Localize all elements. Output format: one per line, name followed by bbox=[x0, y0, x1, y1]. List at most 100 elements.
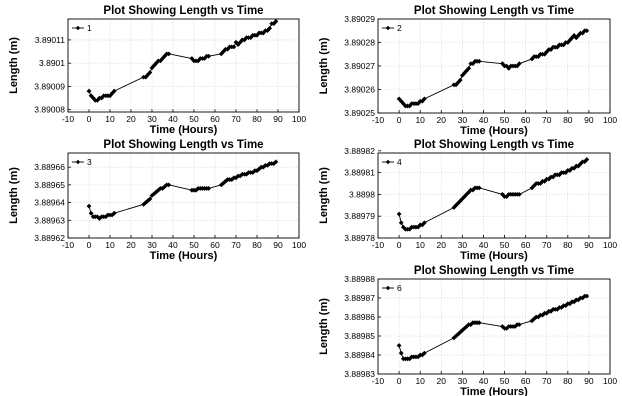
x-tick-label: 60 bbox=[521, 115, 531, 125]
data-point bbox=[476, 58, 482, 64]
data-point bbox=[143, 200, 149, 205]
data-point bbox=[476, 320, 482, 326]
chart-panel-2: Plot Showing Length vs Time -10 0 10 20 30 40 5… bbox=[318, 5, 617, 137]
x-tick-label: 10 bbox=[105, 114, 115, 124]
x-tick-label: 0 bbox=[87, 114, 92, 124]
legend-label: 6 bbox=[397, 283, 402, 293]
data-point bbox=[160, 186, 165, 191]
data-point bbox=[422, 350, 427, 356]
legend: 6 bbox=[382, 283, 402, 293]
x-axis-label: Time (Hours) bbox=[460, 125, 528, 137]
x-tick-label: 50 bbox=[500, 115, 510, 125]
x-tick-label: 50 bbox=[500, 376, 510, 386]
y-tick-label: 3.88982 bbox=[344, 146, 375, 156]
x-tick-label: 80 bbox=[563, 376, 573, 386]
x-tick-label: 20 bbox=[126, 114, 136, 124]
x-tick-label: 30 bbox=[458, 376, 468, 386]
data-point bbox=[455, 80, 461, 85]
legend-marker bbox=[385, 25, 391, 31]
y-tick-label: 3.88985 bbox=[344, 331, 375, 341]
x-tick-label: 40 bbox=[168, 240, 178, 250]
data-point bbox=[476, 185, 482, 191]
y-axis-label: Length (m) bbox=[318, 298, 330, 355]
data-point bbox=[516, 322, 522, 327]
data-point bbox=[141, 201, 146, 207]
data-point bbox=[265, 28, 270, 34]
data-point bbox=[273, 159, 279, 165]
x-tick-label: 30 bbox=[458, 115, 468, 125]
plot-frame bbox=[67, 152, 300, 239]
y-axis-label: Length (m) bbox=[8, 167, 20, 224]
y-tick-label: 3.89009 bbox=[34, 81, 65, 91]
legend-marker bbox=[75, 159, 81, 165]
x-tick-label: 70 bbox=[542, 376, 552, 386]
data-point bbox=[206, 53, 212, 59]
data-point bbox=[147, 70, 153, 75]
legend-label: 3 bbox=[87, 157, 92, 167]
x-tick-label: 100 bbox=[603, 115, 617, 125]
legend: 4 bbox=[382, 157, 402, 167]
data-point bbox=[265, 162, 270, 168]
data-point bbox=[504, 63, 510, 69]
x-tick-label: -10 bbox=[62, 114, 75, 124]
chart-panel-4: Plot Showing Length vs Time -10 0 10 20 30 40 5… bbox=[318, 139, 617, 262]
data-point bbox=[86, 203, 92, 209]
data-point bbox=[221, 49, 226, 54]
data-point bbox=[237, 39, 243, 45]
data-point bbox=[396, 211, 402, 217]
y-tick-label: 3.88979 bbox=[344, 211, 375, 221]
series-line bbox=[398, 30, 587, 107]
x-tick-label: -10 bbox=[62, 240, 75, 250]
x-axis-label: Time (Hours) bbox=[460, 386, 528, 396]
data-point bbox=[455, 200, 461, 206]
chart-panel-1: Plot Showing Length vs Time -10 0 10 20 30 40 5… bbox=[8, 5, 306, 136]
legend-marker bbox=[75, 25, 81, 31]
data-point bbox=[254, 32, 260, 38]
x-tick-label: -10 bbox=[372, 376, 385, 386]
x-tick-label: 90 bbox=[584, 240, 594, 250]
data-point bbox=[189, 56, 195, 61]
data-point bbox=[221, 180, 226, 186]
x-tick-label: 40 bbox=[479, 376, 489, 386]
y-axis-label: Length (m) bbox=[318, 37, 330, 94]
x-tick-label: 20 bbox=[126, 240, 136, 250]
x-tick-label: 80 bbox=[563, 115, 573, 125]
y-tick-label: 3.89008 bbox=[34, 105, 65, 115]
chart-title: Plot Showing Length vs Time bbox=[103, 5, 263, 17]
data-point bbox=[250, 170, 256, 175]
x-tick-label: 50 bbox=[189, 240, 199, 250]
x-tick-label: 40 bbox=[168, 114, 178, 124]
data-point bbox=[242, 37, 247, 43]
data-point bbox=[111, 210, 117, 216]
x-tick-label: 70 bbox=[542, 115, 552, 125]
legend-label: 1 bbox=[87, 23, 92, 33]
chart-title: Plot Showing Length vs Time bbox=[414, 139, 574, 151]
data-point bbox=[88, 210, 94, 216]
x-tick-label: 20 bbox=[437, 376, 447, 386]
data-point bbox=[504, 194, 510, 199]
x-axis-label: Time (Hours) bbox=[150, 250, 218, 262]
data-point bbox=[422, 220, 427, 226]
data-point bbox=[233, 175, 239, 181]
x-tick-label: 0 bbox=[397, 376, 402, 386]
x-tick-label: 80 bbox=[563, 240, 573, 250]
x-tick-label: 90 bbox=[273, 240, 283, 250]
data-point bbox=[584, 157, 590, 162]
legend: 3 bbox=[72, 157, 92, 167]
x-tick-label: 90 bbox=[584, 115, 594, 125]
y-tick-label: 3.89029 bbox=[344, 14, 375, 24]
chart-title: Plot Showing Length vs Time bbox=[414, 5, 574, 17]
data-point bbox=[151, 191, 157, 197]
legend: 1 bbox=[72, 23, 92, 33]
y-tick-label: 3.89028 bbox=[344, 38, 375, 48]
data-point bbox=[267, 25, 272, 31]
data-point bbox=[109, 212, 115, 218]
x-tick-label: 20 bbox=[437, 115, 447, 125]
x-tick-label: 100 bbox=[603, 240, 617, 250]
data-point bbox=[422, 96, 427, 102]
chart-title: Plot Showing Length vs Time bbox=[103, 139, 263, 151]
data-point bbox=[466, 189, 472, 195]
plot-frame bbox=[377, 18, 611, 114]
data-point bbox=[584, 28, 590, 34]
